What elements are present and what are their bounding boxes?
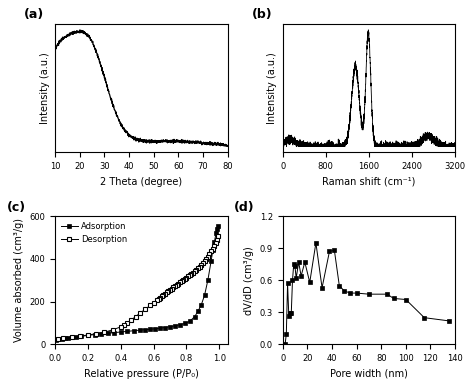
Line: Adsorption: Adsorption — [54, 224, 219, 342]
Text: (c): (c) — [7, 200, 26, 214]
Adsorption — [177, 322, 183, 327]
Text: (d): (d) — [234, 200, 255, 214]
Adsorption — [137, 328, 143, 332]
X-axis label: Relative pressure (P/P₀): Relative pressure (P/P₀) — [84, 369, 199, 378]
Adsorption — [62, 336, 68, 341]
Adsorption — [202, 293, 208, 298]
Text: (a): (a) — [24, 9, 44, 21]
Adsorption — [131, 329, 137, 333]
Adsorption — [210, 248, 216, 253]
Adsorption — [205, 278, 210, 283]
Adsorption — [211, 240, 217, 244]
Desorption — [165, 289, 171, 293]
Adsorption — [53, 338, 59, 342]
Adsorption — [125, 329, 130, 334]
X-axis label: Pore width (nm): Pore width (nm) — [330, 369, 408, 378]
Desorption — [157, 295, 163, 300]
Adsorption — [91, 332, 97, 337]
Adsorption — [118, 330, 124, 334]
Desorption — [183, 276, 189, 280]
Adsorption — [65, 336, 71, 340]
Adsorption — [79, 334, 84, 339]
Adsorption — [215, 223, 220, 228]
X-axis label: 2 Theta (degree): 2 Theta (degree) — [100, 176, 182, 187]
Adsorption — [199, 303, 204, 307]
Adsorption — [98, 332, 104, 336]
Adsorption — [147, 327, 153, 332]
Legend: Adsorption, Desorption: Adsorption, Desorption — [59, 220, 129, 246]
Y-axis label: dV/dD (cm³/g): dV/dD (cm³/g) — [244, 246, 254, 315]
Adsorption — [73, 334, 79, 339]
Desorption — [137, 310, 143, 315]
Adsorption — [69, 335, 74, 340]
Adsorption — [208, 259, 214, 264]
Adsorption — [182, 321, 188, 326]
Desorption — [55, 337, 61, 341]
Adsorption — [187, 319, 192, 324]
X-axis label: Raman shift (cm⁻¹): Raman shift (cm⁻¹) — [322, 176, 416, 187]
Y-axis label: Intensity (a.u.): Intensity (a.u.) — [39, 52, 49, 124]
Adsorption — [192, 314, 198, 319]
Y-axis label: Intensity (a.u.): Intensity (a.u.) — [267, 52, 277, 124]
Y-axis label: Volume absorbed (cm³/g): Volume absorbed (cm³/g) — [14, 218, 24, 342]
Adsorption — [111, 330, 117, 335]
Line: Desorption: Desorption — [56, 235, 219, 341]
Adsorption — [85, 333, 91, 338]
Adsorption — [157, 326, 163, 330]
Adsorption — [143, 327, 148, 332]
Adsorption — [195, 309, 201, 313]
Adsorption — [59, 336, 64, 341]
Desorption — [214, 237, 220, 242]
Adsorption — [55, 337, 61, 342]
Adsorption — [214, 227, 220, 231]
Adsorption — [105, 331, 110, 336]
Desorption — [215, 234, 220, 239]
Desorption — [161, 293, 166, 297]
Adsorption — [162, 325, 168, 330]
Adsorption — [153, 327, 158, 331]
Text: (b): (b) — [252, 9, 272, 21]
Adsorption — [167, 324, 173, 329]
Adsorption — [213, 231, 219, 236]
Adsorption — [172, 324, 178, 328]
